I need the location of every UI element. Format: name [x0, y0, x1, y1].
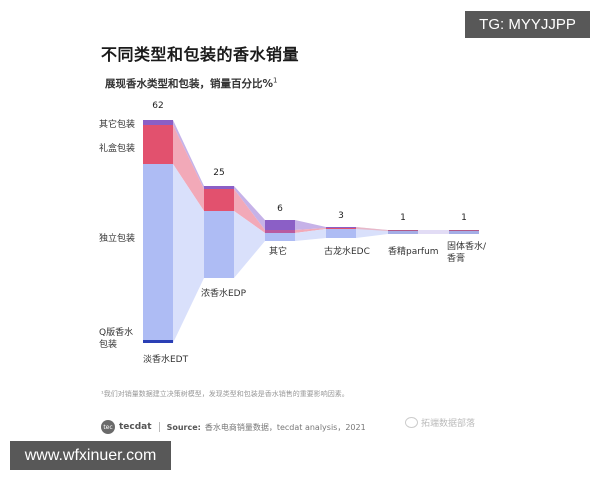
bar-other-other	[265, 220, 295, 230]
category-other: 其它	[269, 247, 288, 257]
flow-gift-3	[295, 228, 326, 233]
label-mini-line1: Q版香水	[99, 328, 134, 338]
watermark: 拓端数据部落	[405, 416, 475, 429]
bar-edc-other	[326, 227, 356, 228]
label-mini-line2: 包装	[99, 340, 118, 350]
flow-other-3	[295, 220, 326, 230]
value-edp: 25	[213, 168, 225, 178]
source-footer: tec tecdat Source: 香水电商销量数据，tecdat analy…	[101, 420, 366, 434]
wechat-icon	[405, 417, 418, 428]
flow-standalone-3	[295, 229, 326, 241]
bar-other-standalone	[265, 233, 295, 241]
source-label: Source:	[166, 422, 201, 432]
logo-text: tecdat	[119, 422, 152, 432]
category-solid-line2: 香膏	[447, 254, 466, 264]
value-edc: 3	[338, 211, 344, 221]
tg-badge: TG: MYYJJPP	[465, 11, 590, 38]
tecdat-logo-icon: tec	[101, 420, 115, 434]
chart-subtitle: 展现香水类型和包装，销量百分比%1	[105, 76, 278, 91]
bar-solid-top	[449, 230, 479, 231]
flow-4	[418, 230, 449, 234]
category-edc: 古龙水EDC	[324, 247, 370, 257]
flow-gift-2	[234, 189, 265, 233]
bar-edt-mini	[143, 340, 173, 343]
bar-edp-gift	[204, 189, 234, 211]
chart-title: 不同类型和包装的香水销量	[101, 45, 300, 64]
label-gift-box: 礼盒包装	[99, 144, 136, 154]
label-standalone: 独立包装	[99, 234, 136, 244]
bar-edp-other	[204, 186, 234, 189]
flow-3-top	[356, 227, 388, 231]
bar-edc-gift	[326, 228, 356, 229]
bar-edt-other	[143, 120, 173, 125]
category-parfum: 香精parfum	[388, 247, 439, 257]
bar-edc-standalone	[326, 229, 356, 238]
value-other: 6	[277, 204, 283, 214]
watermark-text: 拓端数据部落	[421, 419, 476, 429]
footnote: ¹我们对销量数据建立决策树模型，发现类型和包装是香水销售的重要影响因素。	[101, 390, 349, 398]
category-solid-line1: 固体香水/	[447, 242, 487, 252]
source-text: 香水电商销量数据，tecdat analysis，2021	[204, 422, 366, 432]
flow-gift-1	[173, 125, 204, 211]
bar-other-gift	[265, 230, 295, 233]
value-edt: 62	[152, 101, 164, 111]
value-solid: 1	[461, 213, 467, 223]
bar-parfum-top	[388, 230, 418, 231]
footnote-marker: 1	[273, 76, 278, 85]
divider	[158, 422, 160, 432]
url-badge: www.wfxinuer.com	[10, 441, 171, 470]
bar-edt-standalone	[143, 164, 173, 340]
label-other-packaging: 其它包装	[99, 120, 136, 130]
bar-solid-standalone	[449, 231, 479, 234]
category-edp: 浓香水EDP	[201, 289, 247, 299]
flow-standalone-2	[234, 211, 265, 278]
bar-edp-standalone	[204, 211, 234, 278]
category-edt: 淡香水EDT	[143, 355, 189, 365]
flow-standalone-1	[173, 164, 204, 343]
bar-parfum-standalone	[388, 231, 418, 234]
flow-other-2	[234, 186, 265, 230]
bar-edt-gift	[143, 125, 173, 164]
value-parfum: 1	[400, 213, 406, 223]
flow-other-1	[173, 120, 204, 189]
